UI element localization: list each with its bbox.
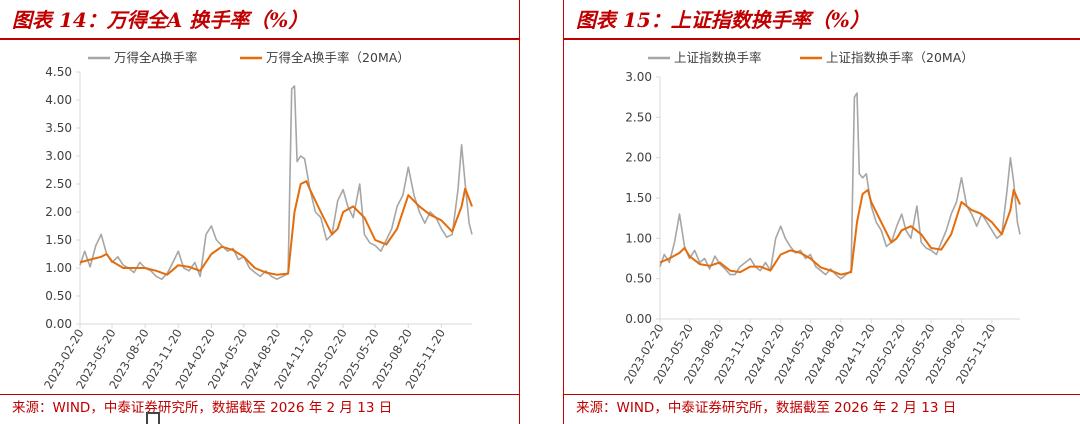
title-divider — [0, 38, 520, 40]
series-line-20ma — [659, 188, 1021, 276]
legend-label: 上证指数换手率 — [674, 50, 762, 65]
y-tick-label: 2.50 — [45, 177, 72, 191]
legend-label: 万得全A换手率 — [114, 50, 198, 65]
chart-panel-sse-composite: 图表 15：上证指数换手率（%） 0.00 0.50 1.00 1.50 2.00 2.5… — [564, 0, 1080, 424]
y-tick-label: 1.00 — [45, 261, 72, 275]
chart-title: 图表 14：万得全A 换手率（%） — [12, 8, 309, 32]
y-tick-label: 2.50 — [625, 110, 652, 124]
series-line-daily — [659, 92, 1021, 280]
y-tick-label: 4.00 — [45, 93, 72, 107]
series-line-daily — [79, 85, 473, 280]
y-tick-label: 0.50 — [45, 289, 72, 303]
series-line-20ma — [79, 180, 473, 276]
y-tick-label: 3.50 — [45, 121, 72, 135]
y-tick-label: 1.00 — [625, 231, 652, 245]
panel-border — [563, 0, 564, 424]
source-divider — [564, 394, 1080, 395]
y-tick-label: 0.00 — [625, 312, 652, 326]
y-tick-label: 2.00 — [45, 205, 72, 219]
chart-source-note: 来源：WIND，中泰证券研究所，数据截至 2026 年 2 月 13 日 — [12, 400, 393, 416]
chart-title: 图表 15：上证指数换手率（%） — [576, 8, 870, 32]
legend-label: 万得全A换手率（20MA） — [266, 50, 410, 65]
y-tick-label: 3.00 — [625, 70, 652, 84]
y-tick-label: 4.50 — [45, 65, 72, 79]
y-tick-label: 3.00 — [45, 149, 72, 163]
chart-source-note: 来源：WIND，中泰证券研究所，数据截至 2026 年 2 月 13 日 — [576, 400, 957, 416]
y-tick-label: 1.50 — [45, 233, 72, 247]
y-tick-label: 2.00 — [625, 151, 652, 165]
source-divider — [0, 394, 520, 395]
legend-label: 上证指数换手率（20MA） — [826, 50, 974, 65]
toolbar-fragment-icon — [146, 412, 160, 424]
chart-panel-wind-all-a: 图表 14：万得全A 换手率（%） 0.00 0.50 1.00 1.50 2.00 2.… — [0, 0, 520, 424]
chart-sse-composite-turnover: 0.000.501.001.502.002.503.002023-02-2020… — [621, 50, 1021, 386]
y-tick-label: 0.00 — [45, 317, 72, 331]
chart-wind-all-a-turnover: 0.00 0.50 1.00 1.50 2.00 2.50 3.00 3.50 4.00 4.50… — [41, 50, 473, 391]
panel-border — [519, 0, 520, 424]
y-tick-label: 0.50 — [625, 272, 652, 286]
title-divider — [564, 38, 1080, 40]
y-tick-label: 1.50 — [625, 191, 652, 205]
